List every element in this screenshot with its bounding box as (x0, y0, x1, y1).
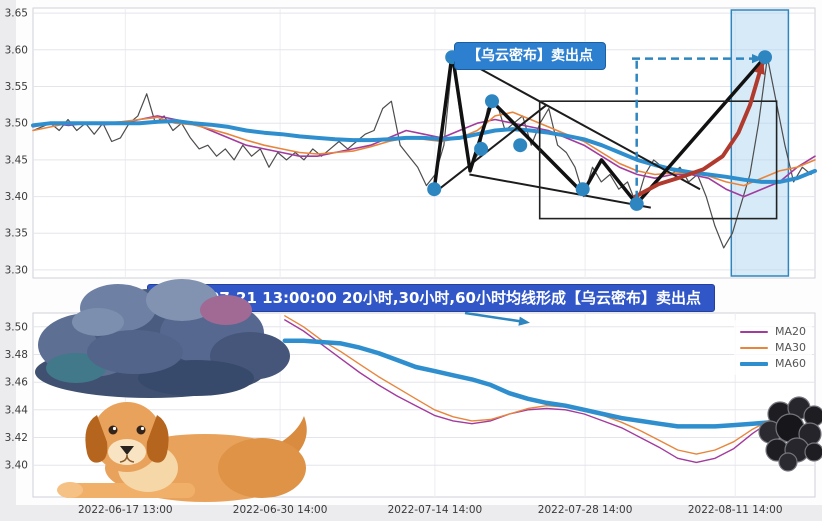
banner-text: 2022-07-21 13:00:00 20小时,30小时,60小时均线形成【乌… (160, 289, 702, 307)
y-tick-label: 3.35 (5, 228, 28, 240)
left-margin (0, 0, 16, 521)
signal-marker (758, 50, 772, 65)
highlight-band (730, 9, 790, 277)
signal-banner: 2022-07-21 13:00:00 20小时,30小时,60小时均线形成【乌… (147, 284, 715, 312)
ma20-line-1 (284, 319, 791, 464)
trend-line (451, 52, 701, 191)
signal-marker (575, 182, 590, 197)
signal-marker (513, 138, 528, 153)
legend-label-ma30: MA30 (774, 341, 806, 354)
x-tick-label: 2022-06-30 14:00 (233, 504, 328, 516)
plot-area-1 (32, 312, 816, 498)
zigzag-line (432, 51, 767, 206)
pattern-box (538, 100, 778, 220)
y-tick-label: 3.42 (5, 432, 28, 444)
signal-marker (485, 94, 499, 109)
signal-marker (629, 196, 644, 211)
sell-point-label: 【乌云密布】卖出点 (467, 48, 593, 64)
ma60-line-1 (282, 338, 793, 429)
y-tick-label: 3.30 (5, 264, 28, 276)
trend-line (433, 104, 548, 194)
y-tick-label: 3.50 (5, 118, 28, 130)
y-tick-label: 3.40 (5, 460, 28, 472)
plot-area-0 (32, 7, 816, 279)
x-tick-label: 2022-06-17 13:00 (78, 504, 173, 516)
y-tick-label: 3.46 (5, 377, 29, 389)
y-tick-label: 3.44 (5, 404, 29, 416)
connector-arrowhead (752, 54, 763, 64)
y-tick-label: 3.55 (5, 81, 28, 93)
annotation-left-arrow-icon (446, 50, 455, 62)
x-tick-label: 2022-07-28 14:00 (538, 504, 633, 516)
signal-arrowhead (754, 60, 765, 75)
legend-item-ma30: MA30 (739, 341, 806, 354)
signal-curve (633, 58, 766, 199)
signal-marker (474, 141, 489, 156)
banner-arrow-line (464, 311, 526, 324)
y-tick-label: 3.60 (5, 44, 28, 56)
legend-item-ma60: MA60 (739, 357, 806, 370)
y-tick-label: 3.48 (5, 349, 28, 361)
ma30-line-swatch (739, 346, 768, 349)
legend-label-ma60: MA60 (774, 357, 806, 370)
legend-item-ma20: MA20 (739, 325, 806, 338)
signal-marker (427, 182, 442, 197)
y-tick-label: 3.45 (5, 154, 28, 166)
x-tick-label: 2022-08-11 14:00 (688, 504, 783, 516)
x-tick-label: 2022-07-14 14:00 (388, 504, 483, 516)
ma60-line-0 (31, 119, 817, 184)
bottom-margin (0, 505, 822, 521)
y-tick-label: 3.40 (5, 191, 28, 203)
y-tick-label: 3.50 (5, 321, 28, 333)
banner-arrowhead (518, 316, 530, 326)
sell-point-annotation: 【乌云密布】卖出点 (446, 42, 606, 70)
trend-line (469, 173, 651, 209)
ma20-line-swatch (739, 330, 768, 333)
ma60-line-swatch (739, 361, 768, 366)
chart-legend: MA20 MA30 MA60 (733, 320, 812, 375)
legend-label-ma20: MA20 (774, 325, 806, 338)
ma30-line-1 (284, 315, 791, 455)
y-tick-label: 3.65 (5, 8, 28, 20)
